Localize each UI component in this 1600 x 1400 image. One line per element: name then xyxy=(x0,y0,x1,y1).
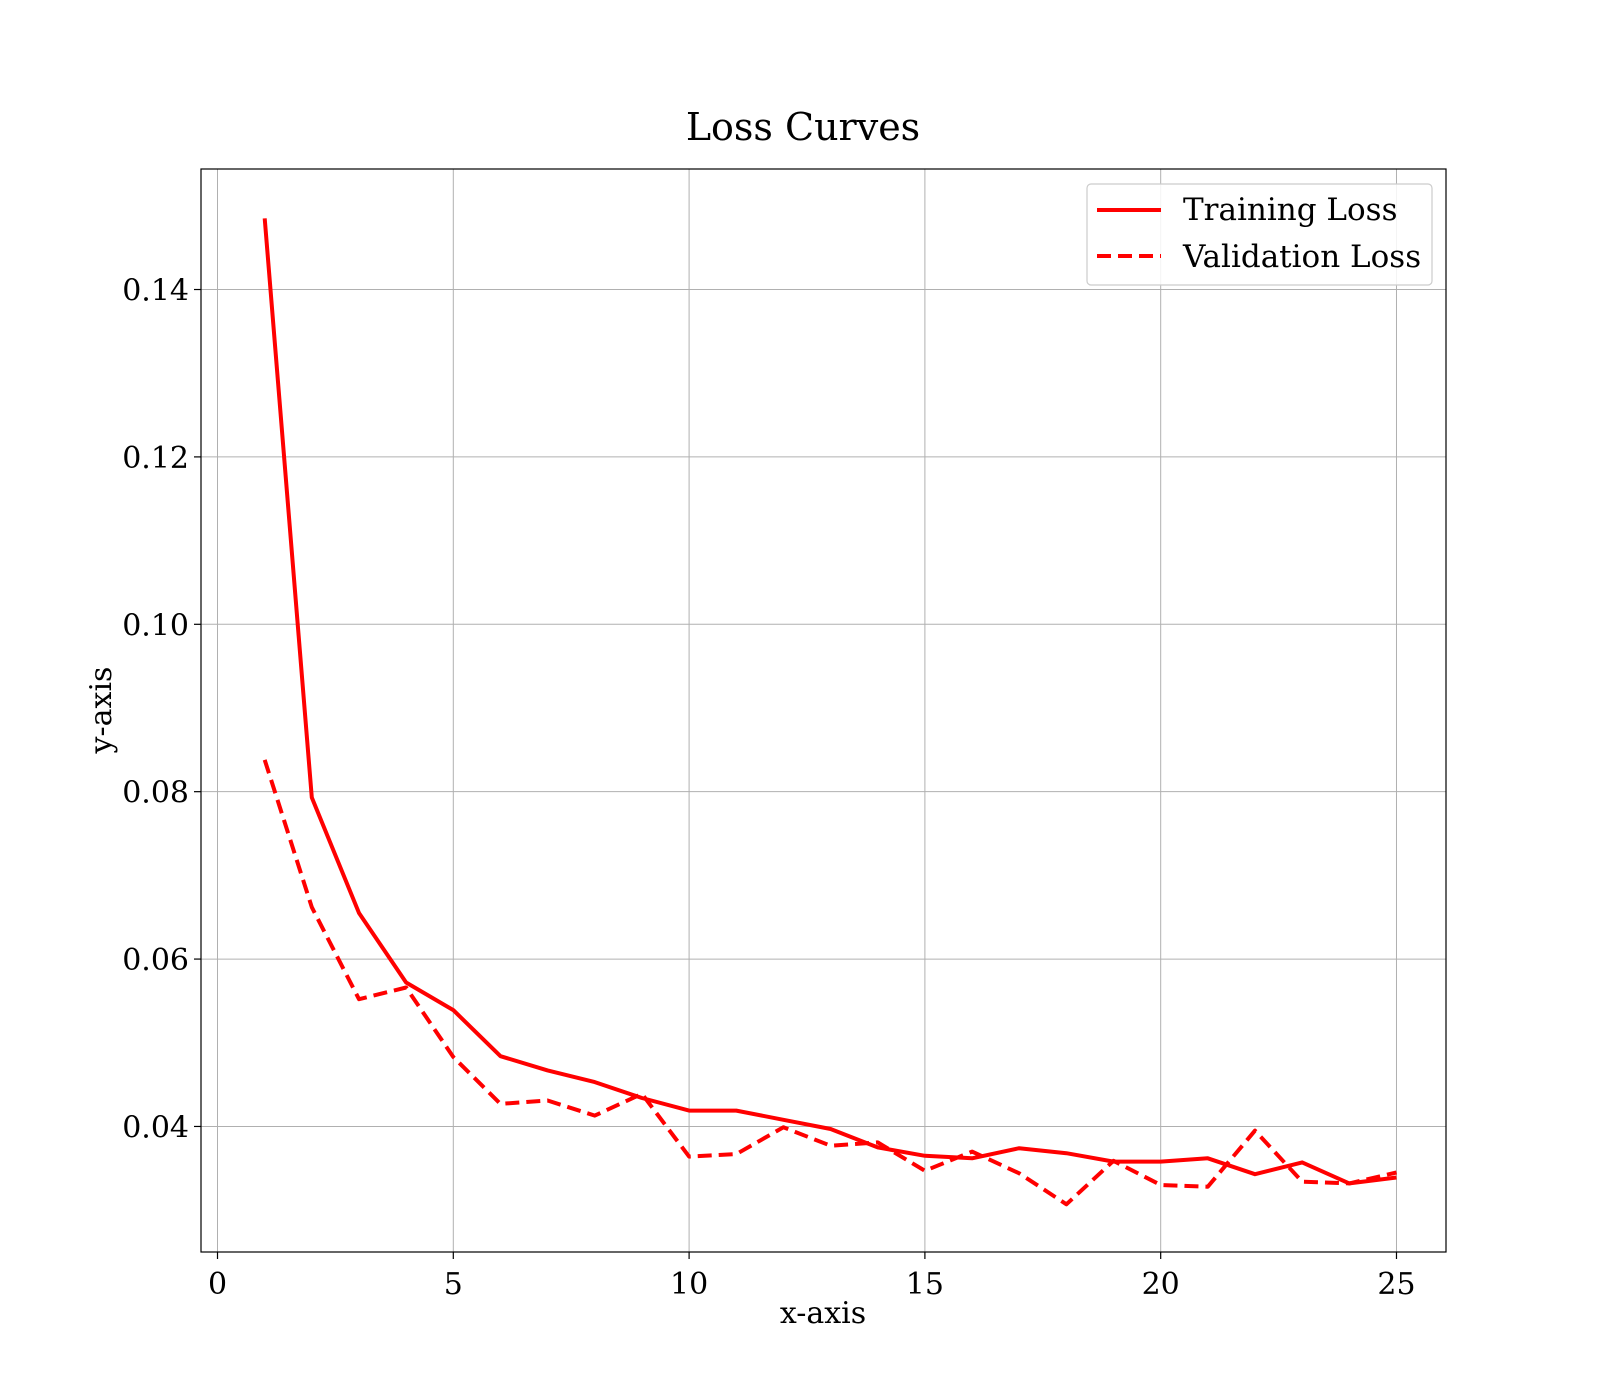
x-tick-label: 25 xyxy=(1377,1267,1415,1302)
plot-frame xyxy=(200,168,1447,1253)
x-axis-label: x-axis xyxy=(780,1296,866,1331)
y-tick-label: 0.10 xyxy=(122,608,189,643)
y-tick-label: 0.04 xyxy=(122,1110,189,1145)
legend-label-validation: Validation Loss xyxy=(1182,239,1421,275)
plot-lines xyxy=(262,218,1397,1207)
y-axis-label: y-axis xyxy=(84,667,119,755)
legend-label-training: Training Loss xyxy=(1183,192,1398,228)
legend: Training Loss Validation Loss xyxy=(1086,183,1433,286)
chart-title: Loss Curves xyxy=(686,105,920,149)
training-loss-line xyxy=(262,218,1397,1186)
x-tick-label: 15 xyxy=(906,1267,944,1302)
validation-loss-line xyxy=(262,759,1397,1207)
axis-ticks: 0 5 10 15 20 25 0.04 0.06 0.08 0.10 0.12 0.14 xyxy=(122,274,1415,1302)
y-tick-label: 0.06 xyxy=(122,943,189,978)
legend-box xyxy=(1086,183,1433,286)
y-tick-label: 0.14 xyxy=(122,274,189,309)
x-tick-label: 5 xyxy=(444,1267,463,1302)
grid-lines xyxy=(201,169,1446,1252)
y-tick-label: 0.08 xyxy=(122,776,189,811)
x-tick-label: 0 xyxy=(208,1267,227,1302)
x-tick-label: 20 xyxy=(1142,1267,1180,1302)
y-tick-label: 0.12 xyxy=(122,441,189,476)
x-tick-label: 10 xyxy=(670,1267,708,1302)
